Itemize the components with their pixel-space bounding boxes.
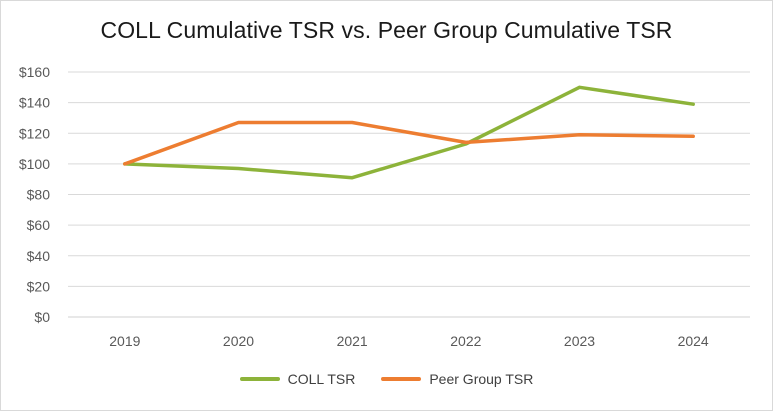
y-tick-label: $100 <box>19 156 50 172</box>
x-tick-label: 2024 <box>678 333 709 349</box>
x-tick-label: 2022 <box>450 333 481 349</box>
x-tick-label: 2021 <box>337 333 368 349</box>
x-tick-label: 2019 <box>109 333 140 349</box>
y-tick-label: $20 <box>27 278 51 294</box>
legend-swatch-peer <box>381 377 422 381</box>
legend-swatch-coll <box>239 377 280 381</box>
legend-item-coll: COLL TSR <box>239 371 356 387</box>
legend-label-coll: COLL TSR <box>287 371 356 387</box>
y-tick-label: $140 <box>19 95 50 111</box>
y-tick-label: $80 <box>27 187 51 203</box>
x-tick-label: 2020 <box>223 333 254 349</box>
y-tick-label: $40 <box>27 248 51 264</box>
x-tick-label: 2023 <box>564 333 595 349</box>
y-tick-label: $60 <box>27 217 51 233</box>
legend: COLL TSR Peer Group TSR <box>0 371 773 387</box>
legend-label-peer: Peer Group TSR <box>429 371 534 387</box>
series-line-coll <box>123 85 695 180</box>
chart-title: COLL Cumulative TSR vs. Peer Group Cumul… <box>100 17 673 43</box>
y-tick-label: $160 <box>19 64 50 80</box>
series-line-peer <box>123 120 695 166</box>
y-tick-label: $120 <box>19 125 50 141</box>
y-tick-label: $0 <box>34 309 50 325</box>
legend-item-peer: Peer Group TSR <box>381 371 533 387</box>
